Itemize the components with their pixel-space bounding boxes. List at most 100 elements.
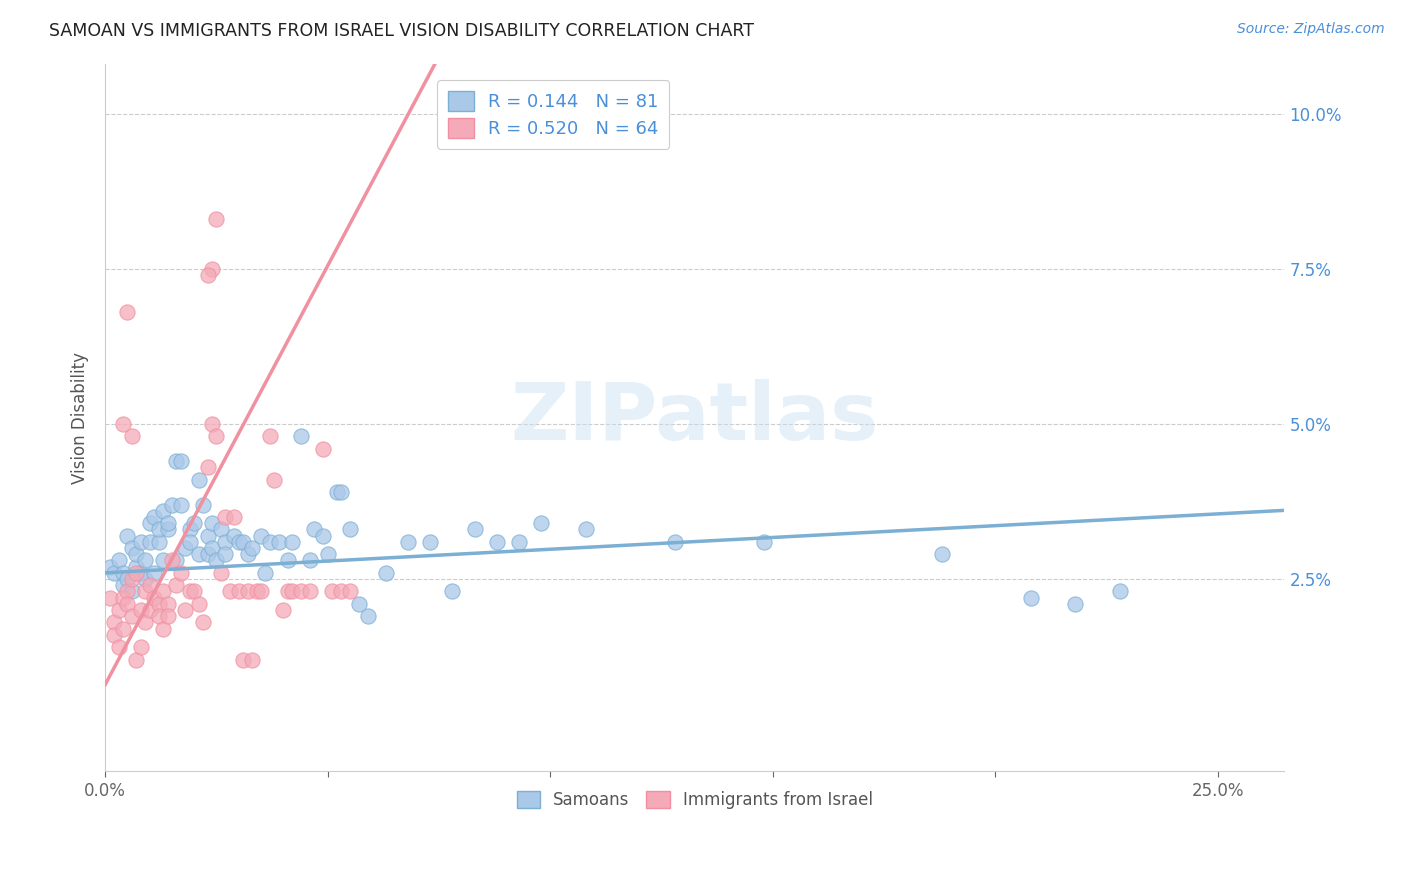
Point [129,534,152,549]
Point [201,541,224,555]
Point [290,429,312,443]
Point [1019,591,1042,605]
Point [240,541,263,555]
Point [111,622,134,636]
Point [125,566,148,580]
Point [103,628,125,642]
Point [125,653,148,667]
Point [156,609,179,624]
Point [236,584,259,599]
Point [664,534,686,549]
Point [191,615,214,630]
Point [197,268,219,282]
Point [228,584,250,599]
Point [148,523,170,537]
Point [117,572,139,586]
Point [197,460,219,475]
Point [419,534,441,549]
Point [152,504,174,518]
Point [156,597,179,611]
Point [240,653,263,667]
Point [129,640,152,655]
Point [121,584,143,599]
Point [179,534,201,549]
Point [129,566,152,580]
Point [271,603,294,617]
Point [134,553,156,567]
Point [277,553,299,567]
Point [111,417,134,431]
Point [325,485,347,500]
Point [156,523,179,537]
Point [148,609,170,624]
Point [111,578,134,592]
Point [170,566,193,580]
Point [125,547,148,561]
Point [187,473,209,487]
Y-axis label: Vision Disability: Vision Disability [72,351,89,483]
Point [129,603,152,617]
Point [117,584,139,599]
Point [152,553,174,567]
Point [224,528,246,542]
Point [183,584,205,599]
Point [259,534,281,549]
Text: Source: ZipAtlas.com: Source: ZipAtlas.com [1237,22,1385,37]
Point [117,528,139,542]
Point [304,523,326,537]
Point [121,541,143,555]
Point [245,584,267,599]
Point [143,591,166,605]
Point [174,541,197,555]
Point [339,523,361,537]
Point [103,615,125,630]
Point [187,547,209,561]
Point [201,261,224,276]
Point [138,578,160,592]
Point [312,528,335,542]
Point [214,510,236,524]
Point [174,603,197,617]
Point [107,603,129,617]
Point [330,584,353,599]
Point [1064,597,1087,611]
Point [111,591,134,605]
Point [321,584,343,599]
Point [290,584,312,599]
Point [201,417,224,431]
Point [117,597,139,611]
Point [224,510,246,524]
Point [281,584,304,599]
Point [170,498,193,512]
Point [111,566,134,580]
Point [218,584,240,599]
Point [121,572,143,586]
Point [134,584,156,599]
Point [263,473,285,487]
Point [228,534,250,549]
Point [117,305,139,319]
Legend: Samoans, Immigrants from Israel: Samoans, Immigrants from Israel [510,785,880,816]
Point [339,584,361,599]
Point [134,572,156,586]
Point [330,485,353,500]
Point [464,523,486,537]
Point [316,547,339,561]
Point [165,454,187,468]
Point [143,510,166,524]
Point [205,212,228,227]
Point [277,584,299,599]
Point [148,597,170,611]
Point [98,559,121,574]
Point [254,566,277,580]
Point [214,547,236,561]
Point [485,534,508,549]
Point [312,442,335,456]
Point [156,516,179,531]
Point [170,454,193,468]
Point [165,553,187,567]
Point [201,516,224,531]
Point [148,534,170,549]
Point [134,615,156,630]
Point [152,622,174,636]
